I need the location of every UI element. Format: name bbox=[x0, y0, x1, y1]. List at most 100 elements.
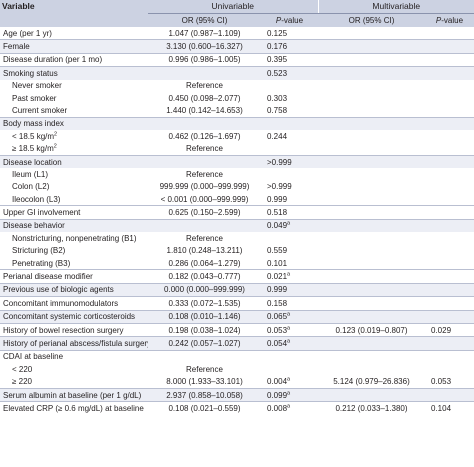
row-univariable-or: 3.130 (0.600–16.327) bbox=[148, 39, 261, 54]
table-row: Current smoker 1.440 (0.142–14.653) 0.758 bbox=[0, 104, 474, 117]
row-univariable-p: 0.559 bbox=[267, 246, 288, 256]
row-univariable-or: 8.000 (1.933–33.101) bbox=[166, 377, 243, 387]
row-multivariable-or bbox=[318, 27, 425, 40]
row-multivariable-p bbox=[425, 66, 474, 80]
row-multivariable-p: 0.104 bbox=[425, 401, 474, 415]
table-row: Smoking status 0.523 bbox=[0, 66, 474, 80]
row-variable: Upper GI involvement bbox=[0, 205, 148, 220]
row-variable: Colon (L2) bbox=[12, 182, 50, 192]
table-row: Female 3.130 (0.600–16.327) 0.176 bbox=[0, 39, 474, 54]
row-multivariable-or bbox=[318, 130, 425, 142]
row-variable: Concomitant immunomodulators bbox=[0, 296, 148, 311]
row-univariable-or: 0.996 (0.986–1.005) bbox=[148, 52, 261, 67]
table-row: Perianal disease modifier 0.182 (0.043–0.… bbox=[0, 269, 474, 284]
row-univariable-p: 0.758 bbox=[267, 105, 288, 115]
row-variable: Past smoker bbox=[12, 93, 57, 103]
row-multivariable-p bbox=[425, 363, 474, 375]
row-multivariable-or bbox=[318, 269, 425, 284]
row-univariable-or: Reference bbox=[186, 364, 223, 374]
row-multivariable-or bbox=[318, 309, 425, 324]
table-row: Concomitant immunomodulators 0.333 (0.072… bbox=[0, 296, 474, 311]
row-multivariable-or bbox=[318, 92, 425, 104]
row-multivariable-p bbox=[425, 349, 474, 364]
row-univariable-p: 0.125 bbox=[267, 28, 288, 38]
table-row: Upper GI involvement 0.625 (0.150–2.599) 0… bbox=[0, 205, 474, 220]
row-multivariable-or bbox=[318, 363, 425, 375]
row-variable: Serum albumin at baseline (per 1 g/dL) bbox=[0, 387, 148, 402]
row-variable: History of bowel resection surgery bbox=[0, 322, 148, 337]
table-row: Ileum (L1) Reference bbox=[0, 168, 474, 180]
row-univariable-p: 0.176 bbox=[261, 39, 318, 54]
table-row: Disease duration (per 1 mo) 0.996 (0.986–… bbox=[0, 52, 474, 67]
row-univariable-or: 0.000 (0.000–999.999) bbox=[148, 282, 261, 297]
row-univariable-p: 0.244 bbox=[267, 131, 288, 141]
row-variable: Smoking status bbox=[0, 66, 148, 80]
row-univariable-p: 0.008a bbox=[261, 401, 318, 415]
row-univariable-or: 0.450 (0.098–2.077) bbox=[168, 93, 241, 103]
table-row: CDAI at baseline bbox=[0, 349, 474, 364]
table-row: Never smoker Reference bbox=[0, 80, 474, 92]
row-multivariable-p bbox=[425, 52, 474, 67]
row-univariable-or: 0.108 (0.021–0.559) bbox=[148, 401, 261, 415]
row-multivariable-p bbox=[425, 205, 474, 220]
row-multivariable-or bbox=[318, 296, 425, 311]
row-univariable-p: 0.065a bbox=[261, 309, 318, 324]
row-variable: Nonstricturing, nonpenetrating (B1) bbox=[12, 233, 137, 243]
row-variable: Age (per 1 yr) bbox=[3, 28, 52, 38]
row-variable: Disease location bbox=[0, 154, 148, 169]
row-univariable-or: 999.999 (0.000–999.999) bbox=[159, 182, 250, 192]
row-univariable-p: 0.523 bbox=[261, 66, 318, 80]
row-multivariable-or bbox=[318, 205, 425, 220]
row-univariable-p bbox=[261, 116, 318, 131]
row-multivariable-or bbox=[318, 387, 425, 402]
row-univariable-or bbox=[148, 218, 261, 233]
row-multivariable-p: 0.029 bbox=[425, 322, 474, 337]
table-row: < 18.5 kg/m2 0.462 (0.126–1.697) 0.244 bbox=[0, 130, 474, 142]
row-multivariable-p bbox=[425, 257, 474, 270]
row-multivariable-or bbox=[318, 52, 425, 67]
table-row: Concomitant systemic corticosteroids 0.10… bbox=[0, 309, 474, 324]
row-multivariable-p bbox=[425, 269, 474, 284]
row-multivariable-or bbox=[318, 218, 425, 233]
row-multivariable-or bbox=[318, 143, 425, 156]
row-multivariable-p bbox=[425, 296, 474, 311]
row-multivariable-p bbox=[425, 143, 474, 156]
regression-table: Variable Univariable Multivariable OR (9… bbox=[0, 0, 474, 415]
row-multivariable-or bbox=[318, 168, 425, 180]
row-multivariable-or bbox=[318, 66, 425, 80]
row-univariable-or: Reference bbox=[186, 81, 223, 91]
row-univariable-or: 1.810 (0.248–13.211) bbox=[166, 246, 243, 256]
row-variable: Disease behavior bbox=[0, 218, 148, 233]
row-variable: ≥ 18.5 kg/m2 bbox=[12, 143, 57, 154]
row-multivariable-p: 0.053 bbox=[431, 377, 452, 387]
row-multivariable-p bbox=[425, 80, 474, 92]
row-variable: Body mass index bbox=[0, 116, 148, 131]
row-multivariable-p bbox=[425, 130, 474, 142]
row-multivariable-or bbox=[318, 154, 425, 169]
table-row: Past smoker 0.450 (0.098–2.077) 0.303 bbox=[0, 92, 474, 104]
row-multivariable-or bbox=[318, 181, 425, 193]
row-univariable-or bbox=[148, 66, 261, 80]
row-multivariable-or bbox=[318, 257, 425, 270]
row-multivariable-or bbox=[318, 39, 425, 54]
row-univariable-p: 0.101 bbox=[267, 258, 288, 268]
row-multivariable-p bbox=[425, 282, 474, 297]
header-univariable: Univariable bbox=[148, 0, 319, 14]
row-multivariable-p bbox=[425, 92, 474, 104]
row-variable: Penetrating (B3) bbox=[12, 258, 71, 268]
row-variable: Never smoker bbox=[12, 81, 62, 91]
row-variable: Stricturing (B2) bbox=[12, 246, 66, 256]
row-univariable-or: < 0.001 (0.000–999.999) bbox=[160, 194, 249, 204]
row-univariable-or: 1.440 (0.142–14.653) bbox=[166, 105, 243, 115]
row-univariable-or: 1.047 (0.987–1.109) bbox=[168, 28, 241, 38]
row-univariable-p: 0.049a bbox=[261, 218, 318, 233]
row-variable: ≥ 220 bbox=[12, 377, 32, 387]
table-body: Age (per 1 yr) 1.047 (0.987–1.109) 0.125 Fe… bbox=[0, 27, 474, 415]
row-variable: Current smoker bbox=[12, 105, 68, 115]
row-multivariable-p bbox=[425, 154, 474, 169]
row-multivariable-or bbox=[318, 80, 425, 92]
row-univariable-p: 0.999 bbox=[261, 282, 318, 297]
table-row: History of perianal abscess/fistula surg… bbox=[0, 336, 474, 351]
table-row: History of bowel resection surgery 0.198 … bbox=[0, 322, 474, 337]
table-row: Age (per 1 yr) 1.047 (0.987–1.109) 0.125 bbox=[0, 27, 474, 40]
